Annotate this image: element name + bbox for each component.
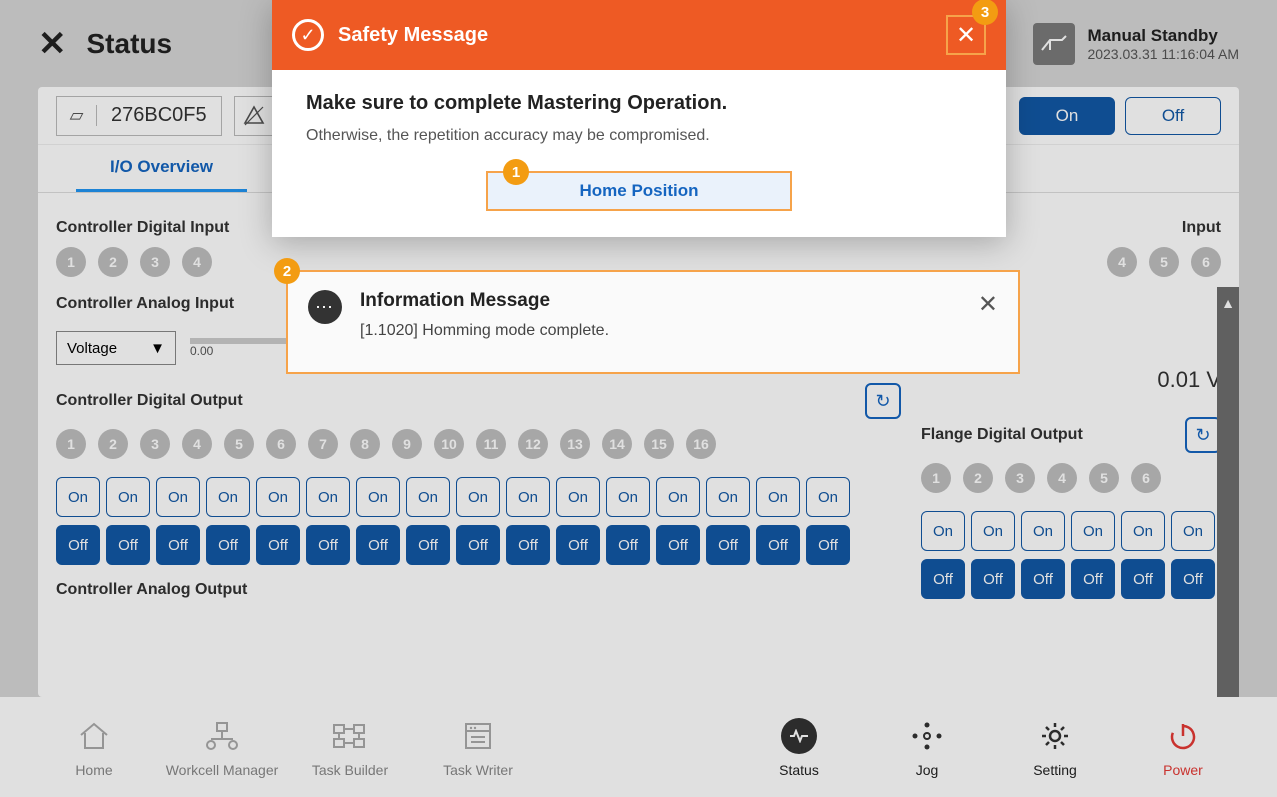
callout-3: 3 [972, 0, 998, 25]
home-position-button[interactable]: Home Position [486, 171, 792, 211]
safety-dialog: ✓ Safety Message ✕ 3 Make sure to comple… [272, 0, 1006, 237]
dialog-title: Safety Message [338, 24, 488, 47]
info-toast: 2 ⋯ Information Message [1.1020] Homming… [286, 270, 1020, 374]
check-circle-icon: ✓ [292, 19, 324, 51]
toast-title: Information Message [360, 290, 609, 312]
dialog-close-button[interactable]: ✕ 3 [946, 15, 986, 55]
close-icon: ✕ [956, 21, 976, 50]
toast-close-button[interactable]: ✕ [978, 290, 998, 319]
toast-message: [1.1020] Homming mode complete. [360, 322, 609, 340]
callout-2: 2 [274, 258, 300, 284]
dialog-heading: Make sure to complete Mastering Operatio… [306, 92, 972, 115]
dialog-header: ✓ Safety Message ✕ 3 [272, 0, 1006, 70]
dialog-body-text: Otherwise, the repetition accuracy may b… [306, 127, 972, 145]
info-icon: ⋯ [308, 290, 342, 324]
callout-1: 1 [503, 159, 529, 185]
